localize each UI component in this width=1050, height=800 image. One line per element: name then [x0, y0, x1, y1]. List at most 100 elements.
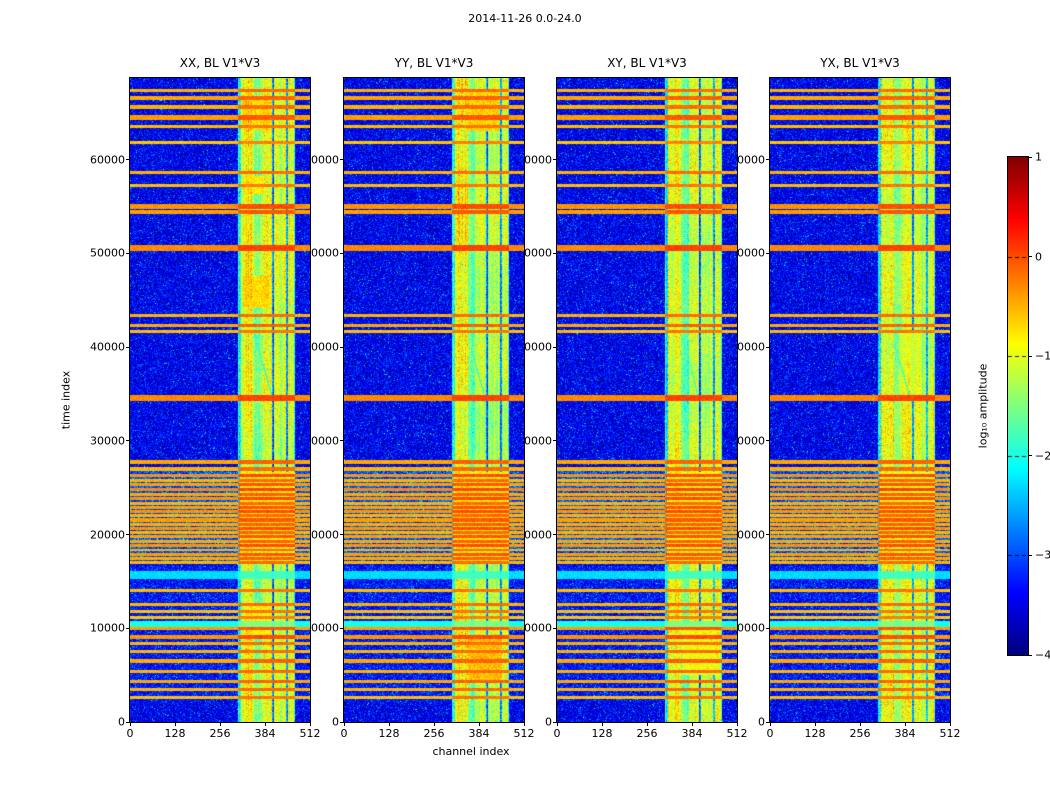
panel-title-xx: XX, BL V1*V3	[179, 56, 261, 70]
x-tick-mark	[309, 722, 311, 726]
y-tick-label: 10000	[730, 621, 765, 635]
colorbar-tick-mark	[1028, 256, 1032, 258]
y-tick-mark	[766, 346, 770, 348]
x-tick-mark	[601, 722, 603, 726]
colorbar-label: log₁₀ amplitude	[976, 363, 990, 449]
y-tick-mark	[553, 534, 557, 536]
y-tick-label: 20000	[517, 528, 552, 542]
colorbar-tick-label: 1	[1035, 150, 1042, 164]
y-tick-label: 50000	[304, 246, 339, 260]
x-tick-mark	[556, 722, 558, 726]
y-tick-label: 50000	[517, 246, 552, 260]
y-tick-mark	[553, 440, 557, 442]
panel-xy: XY, BL V1*V3 0 10000 20000 30000 40000 50000 60…	[517, 56, 748, 740]
colorbar-tick-mark	[1028, 455, 1032, 457]
y-tick-mark	[340, 252, 344, 254]
x-tick-label: 512	[726, 727, 748, 740]
colorbar-tick-mark	[1028, 156, 1032, 158]
y-tick-mark	[553, 346, 557, 348]
y-tick-mark	[553, 159, 557, 161]
x-tick-mark	[904, 722, 906, 726]
x-tick-mark	[646, 722, 648, 726]
colorbar-tick-mark	[1028, 355, 1032, 357]
y-tick-label: 20000	[730, 528, 765, 542]
y-tick-mark	[766, 440, 770, 442]
x-tick-mark	[174, 722, 176, 726]
y-tick-mark	[766, 252, 770, 254]
y-tick-label: 60000	[730, 153, 765, 167]
panel-title-xy: XY, BL V1*V3	[607, 56, 687, 70]
panel-yx: YX, BL V1*V3 0 10000 20000 30000 40000 50000 60…	[730, 56, 961, 740]
x-tick-label: 0	[126, 727, 134, 740]
y-tick-label: 60000	[90, 153, 125, 167]
x-tick-label: 256	[636, 727, 658, 740]
y-tick-mark	[126, 346, 130, 348]
x-tick-label: 0	[340, 727, 348, 740]
x-axis-label: channel index	[432, 745, 510, 758]
heatmap-yx	[770, 78, 950, 722]
x-tick-label: 128	[378, 727, 400, 740]
x-tick-label: 384	[681, 727, 703, 740]
colorbar: 1 0 −1 −2 −3 −4 log₁₀ amplitude	[977, 151, 1050, 662]
x-tick-label: 0	[553, 727, 561, 740]
y-tick-label: 40000	[517, 340, 552, 354]
y-tick-mark	[340, 534, 344, 536]
colorbar-tick-mark	[1028, 654, 1032, 656]
y-tick-label: 0	[118, 715, 125, 729]
colorbar-tick-mark	[1028, 554, 1032, 556]
y-tick-mark	[126, 440, 130, 442]
colorbar-tick-label: −3	[1035, 548, 1050, 562]
panel-xx: XX, BL V1*V3 0 10000 20000 30000 40000 50000 60…	[90, 56, 321, 740]
panel-title-yy: YY, BL V1*V3	[394, 56, 474, 70]
y-tick-mark	[126, 721, 130, 723]
x-tick-mark	[433, 722, 435, 726]
colorbar-tick-label: −4	[1035, 648, 1050, 662]
y-tick-mark	[126, 159, 130, 161]
y-tick-label: 30000	[730, 434, 765, 448]
y-tick-label: 40000	[90, 340, 125, 354]
x-tick-label: 384	[254, 727, 276, 740]
y-tick-mark	[340, 346, 344, 348]
y-tick-mark	[126, 252, 130, 254]
y-tick-label: 30000	[517, 434, 552, 448]
y-tick-mark	[766, 159, 770, 161]
x-tick-label: 256	[849, 727, 871, 740]
x-tick-label: 0	[766, 727, 774, 740]
x-tick-label: 512	[513, 727, 535, 740]
y-axis-label: time index	[59, 370, 73, 430]
x-tick-mark	[949, 722, 951, 726]
x-tick-label: 512	[299, 727, 321, 740]
x-tick-mark	[129, 722, 131, 726]
y-tick-mark	[766, 721, 770, 723]
heatmap-yy	[344, 78, 524, 722]
y-tick-mark	[126, 627, 130, 629]
y-tick-mark	[553, 627, 557, 629]
y-tick-label: 30000	[304, 434, 339, 448]
panel-yy: YY, BL V1*V3 0 10000 20000 30000 40000 50000 60…	[304, 56, 535, 740]
y-tick-label: 10000	[304, 621, 339, 635]
x-tick-mark	[736, 722, 738, 726]
y-tick-label: 0	[545, 715, 552, 729]
panel-title-yx: YX, BL V1*V3	[820, 56, 900, 70]
y-tick-mark	[553, 252, 557, 254]
y-tick-mark	[766, 534, 770, 536]
x-tick-label: 128	[804, 727, 826, 740]
x-tick-label: 384	[894, 727, 916, 740]
x-tick-label: 256	[423, 727, 445, 740]
x-tick-mark	[814, 722, 816, 726]
y-tick-label: 10000	[517, 621, 552, 635]
heatmap-xy	[557, 78, 737, 722]
y-tick-label: 0	[332, 715, 339, 729]
y-tick-mark	[340, 440, 344, 442]
y-tick-label: 40000	[730, 340, 765, 354]
x-tick-label: 512	[939, 727, 961, 740]
y-tick-label: 40000	[304, 340, 339, 354]
x-tick-mark	[478, 722, 480, 726]
colorbar-tick-label: −1	[1035, 349, 1050, 363]
y-tick-label: 60000	[304, 153, 339, 167]
y-tick-mark	[766, 627, 770, 629]
colorbar-tick-label: −2	[1035, 449, 1050, 463]
figure-title: 2014-11-26 0.0-24.0	[468, 12, 582, 25]
x-tick-mark	[219, 722, 221, 726]
y-tick-mark	[553, 721, 557, 723]
